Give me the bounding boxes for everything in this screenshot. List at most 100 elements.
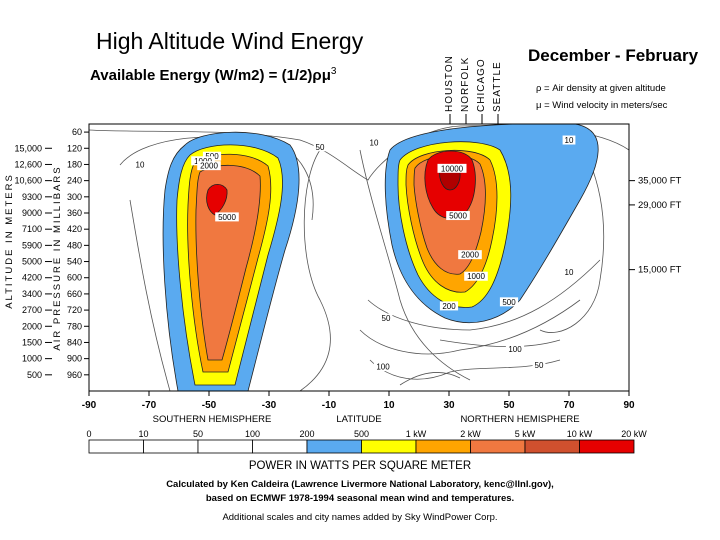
contour-label: 50 [535, 361, 544, 370]
y-axis-pressure: 60 120 180 240 300 360 420 480 540 600 660 720 780 84… [67, 127, 89, 380]
contour-label: 5000 [449, 212, 467, 221]
altitude-tick-label: 9300 [22, 192, 42, 202]
contour-label: 200 [442, 302, 456, 311]
colorbar-swatch [579, 439, 635, 454]
contour-label: 500 [502, 298, 516, 307]
altitude-tick-label: 1500 [22, 337, 42, 347]
pressure-tick-label: 300 [67, 192, 82, 202]
contour-line [359, 299, 581, 355]
credit-line-3: Additional scales and city names added b… [222, 512, 498, 523]
pressure-tick-label: 960 [67, 370, 82, 380]
pressure-tick-label: 720 [67, 305, 82, 315]
contour-label-bg [367, 138, 381, 148]
altitude-tick-label: 3400 [22, 289, 42, 299]
contour-label: 50 [316, 143, 325, 152]
altitude-tick-label: 15,000 [14, 143, 42, 153]
definition-rho: ρ = Air density at given altitude [536, 83, 666, 94]
contour-label: 50 [382, 314, 391, 323]
contour-label-bg [532, 360, 546, 370]
colorbar-label: 20 kW [621, 429, 647, 439]
altitude-tick-label: 2700 [22, 305, 42, 315]
colorbar-swatch [143, 439, 199, 454]
colorbar: 0 10 50 100 200 500 1 kW 2 kW 5 kW 10 kW 20 kW [86, 429, 647, 454]
x-tick-label: 90 [623, 400, 635, 411]
city-tick-lines [449, 114, 499, 124]
contour-line [369, 359, 561, 380]
altitude-tick-label: 10,600 [14, 176, 42, 186]
southern-jet-5kw-region [206, 183, 228, 216]
contour-labels: 5010101050010002000500010000500020001000… [133, 135, 576, 372]
pressure-tick-label: 360 [67, 208, 82, 218]
colorbar-swatch [88, 439, 144, 454]
pressure-tick-label: 660 [67, 289, 82, 299]
altitude-tick-label: 9000 [22, 208, 42, 218]
contour-label: 10 [136, 160, 145, 169]
credit-line-1: Calculated by Ken Caldeira (Lawrence Liv… [166, 479, 554, 490]
feet-tick-label: 35,000 FT [638, 176, 681, 187]
contour-line [367, 259, 601, 331]
contour-line [129, 199, 171, 391]
contour-label: 10000 [441, 164, 464, 173]
contour-label-bg [215, 212, 239, 222]
contour-label-bg [202, 151, 222, 161]
x-tick-label: -30 [262, 400, 277, 411]
contour-label-bg [373, 362, 393, 372]
colorbar-swatch [361, 439, 417, 454]
colorbar-swatch [415, 439, 471, 454]
feet-tick-label: 15,000 FT [638, 265, 681, 276]
colorbar-label: 1 kW [406, 429, 427, 439]
contour-label: 100 [376, 363, 390, 372]
x-tick-label: -50 [202, 400, 217, 411]
contour-label: 100 [508, 345, 522, 354]
altitude-tick-label: 1000 [22, 354, 42, 364]
pressure-tick-label: 480 [67, 240, 82, 250]
x-tick-label: 10 [383, 400, 395, 411]
colorbar-label: 10 kW [567, 429, 593, 439]
contour-label: 2000 [200, 162, 218, 171]
contour-label: 5000 [218, 213, 236, 222]
plot-area: 5010101050010002000500010000500020001000… [89, 124, 629, 391]
pressure-tick-label: 60 [72, 127, 82, 137]
contour-line [359, 149, 471, 381]
contour-label-bg [464, 271, 488, 281]
contour-label: 10 [370, 139, 379, 148]
altitude-tick-label: 5900 [22, 240, 42, 250]
colorbar-label: 10 [138, 429, 148, 439]
contour-label-bg [505, 344, 525, 354]
season-label: December - February [528, 46, 699, 65]
colorbar-swatch [470, 439, 526, 454]
contour-label-bg [562, 267, 576, 277]
contour-label-bg [379, 313, 393, 323]
pressure-tick-label: 600 [67, 273, 82, 283]
altitude-tick-label: 7100 [22, 224, 42, 234]
colorbar-label: 100 [245, 429, 260, 439]
chart-subtitle: Available Energy (W/m2) = (1/2)ρμ3 [90, 66, 336, 84]
x-tick-label: -90 [82, 400, 97, 411]
feet-tick-label: 29,000 FT [638, 200, 681, 211]
x-tick-label: 50 [503, 400, 515, 411]
altitude-tick-label: 5000 [22, 257, 42, 267]
pressure-tick-label: 780 [67, 321, 82, 331]
pressure-tick-label: 180 [67, 159, 82, 169]
contour-label: 1000 [467, 272, 485, 281]
contour-label-bg [562, 135, 576, 145]
x-tick-label: -10 [322, 400, 337, 411]
southern-hemisphere-label: SOUTHERN HEMISPHERE [153, 414, 272, 425]
contour-line [399, 372, 461, 386]
colorbar-label: 2 kW [460, 429, 481, 439]
subtitle-formula: Available Energy (W/m2) = (1/2)ρμ [90, 67, 331, 84]
contour-label: 10 [565, 268, 574, 277]
colorbar-swatch [306, 439, 362, 454]
x-tick-label: 30 [443, 400, 455, 411]
definition-mu: μ = Wind velocity in meters/sec [536, 100, 668, 111]
contour-line [439, 339, 561, 348]
chart-title: High Altitude Wind Energy [96, 28, 364, 54]
contour-label-bg [313, 142, 327, 152]
contour-label-bg [197, 161, 221, 171]
altitude-tick-label: 500 [27, 370, 42, 380]
colorbar-label: 200 [299, 429, 314, 439]
colorbar-title: POWER IN WATTS PER SQUARE METER [248, 460, 472, 472]
colorbar-label: 5 kW [515, 429, 536, 439]
colorbar-swatch [197, 439, 253, 454]
